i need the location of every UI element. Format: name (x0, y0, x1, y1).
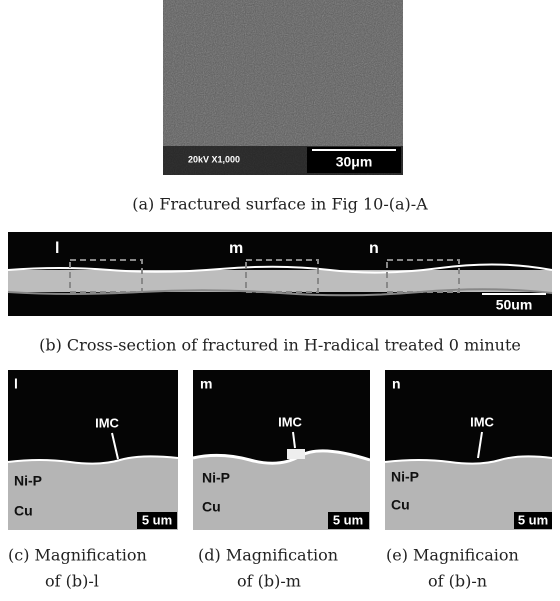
roi-box (69, 259, 143, 293)
marker: m (200, 376, 212, 392)
layer-label: Ni-P (202, 470, 230, 486)
caption: (b) Cross-section of fractured in H-radi… (39, 336, 521, 355)
caption: (a) Fractured surface in Fig 10-(a)-A (132, 195, 428, 214)
marker: l (55, 240, 59, 257)
imc-edge (384, 455, 553, 465)
scale-box (514, 512, 552, 529)
caption: (c) Magnification (8, 546, 147, 565)
scale-box (328, 512, 369, 529)
nip-layer (385, 456, 552, 530)
micro-info: 20kV X1,000 (188, 154, 240, 164)
caption: of (b)-n (428, 572, 487, 591)
caption: (d) Magnification (198, 546, 338, 565)
roi-box (386, 259, 460, 293)
scale-box (137, 512, 177, 529)
scale-label: 5 um (142, 512, 172, 527)
layer-label: Ni-P (391, 469, 419, 485)
arrow (292, 431, 296, 449)
nip-layer (8, 270, 552, 292)
scale-label: 50um (496, 297, 533, 313)
caption: of (b)-l (45, 572, 99, 591)
imc-edge (192, 449, 371, 465)
roi-box (245, 259, 319, 293)
imc-label: IMC (470, 414, 494, 429)
imc-edge (7, 263, 553, 274)
marker: n (369, 240, 379, 257)
caption: of (b)-m (237, 572, 301, 591)
imc-label: IMC (278, 414, 302, 429)
sem-texture (163, 0, 403, 175)
imc-edge (7, 455, 179, 465)
marker: l (14, 376, 18, 392)
scale-label: 30μm (336, 154, 373, 170)
nip-layer (8, 456, 178, 530)
layer-label: Cu (391, 497, 410, 513)
arrow (477, 431, 483, 459)
panel-b: l m n 50um (b) Cross-section of fracture… (7, 232, 553, 355)
scale-box (307, 147, 401, 173)
layer-label: Ni-P (14, 473, 42, 489)
scale-label: 5 um (518, 512, 548, 527)
imc-particle (287, 449, 305, 459)
marker: n (392, 376, 401, 392)
nip-layer (193, 450, 370, 530)
imc-label: IMC (95, 415, 119, 430)
panel-e: n IMC Ni-P Cu 5 um (e) Magnificaion of (… (384, 370, 553, 591)
panel-c: l IMC Ni-P Cu 5 um (c) Magnification of … (7, 370, 179, 591)
marker: m (229, 240, 243, 257)
panel-a: 20kV X1,000 30μm (a) Fractured surface i… (132, 0, 428, 214)
panel-d: m IMC Ni-P Cu 5 um (d) Magnification of … (192, 370, 371, 591)
layer-label: Cu (202, 499, 221, 515)
layer-label: Cu (14, 503, 33, 519)
scale-label: 5 um (333, 512, 363, 527)
arrow (111, 432, 119, 460)
caption: (e) Magnificaion (386, 546, 519, 565)
